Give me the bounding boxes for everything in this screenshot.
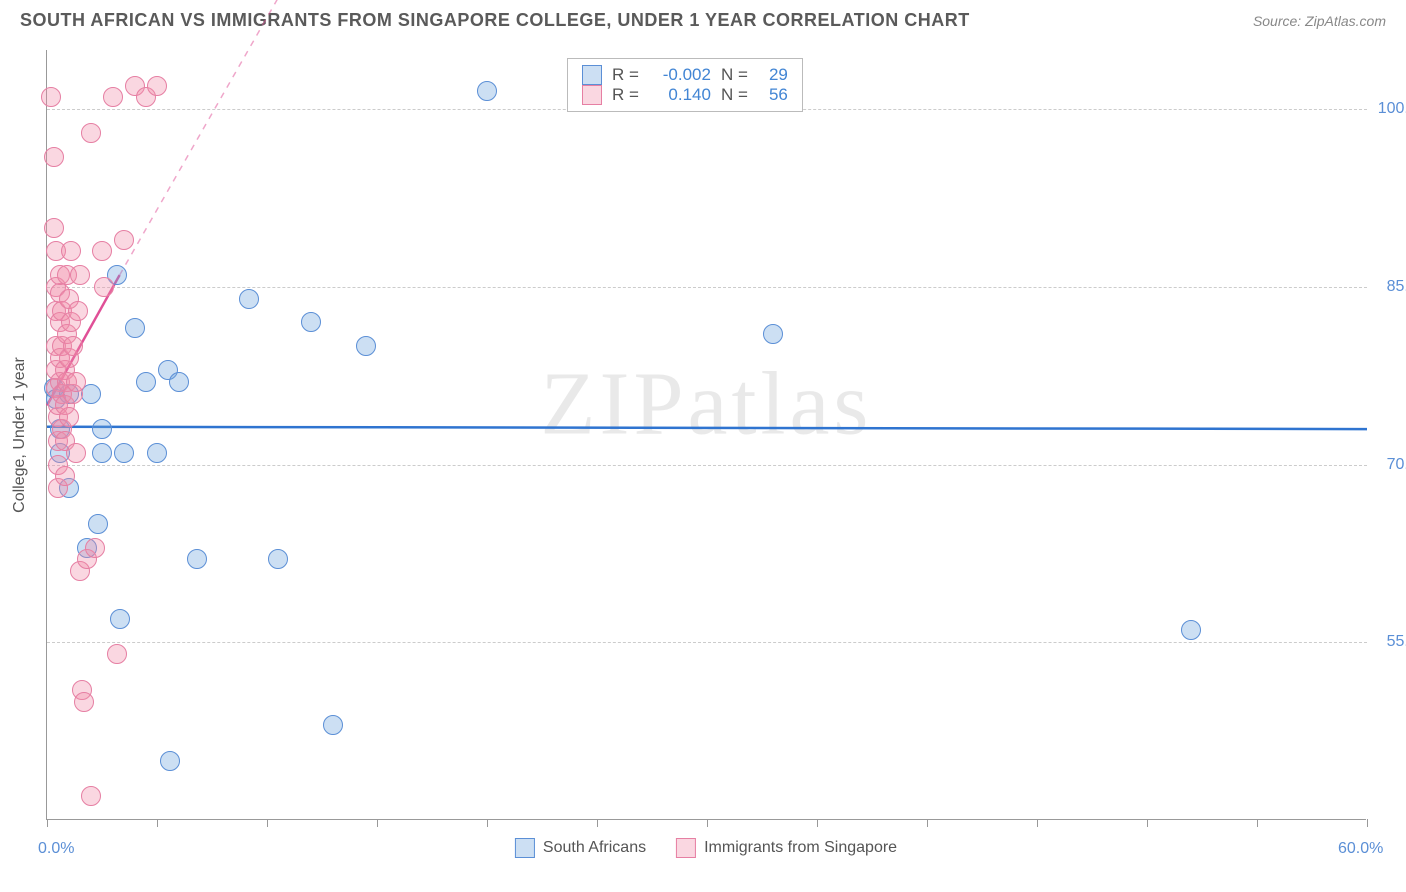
data-point — [125, 318, 145, 338]
data-point — [81, 123, 101, 143]
y-tick-label: 85.0% — [1387, 278, 1406, 296]
x-tick — [377, 819, 378, 827]
data-point — [68, 301, 88, 321]
data-point — [94, 277, 114, 297]
data-point — [268, 549, 288, 569]
chart-title: SOUTH AFRICAN VS IMMIGRANTS FROM SINGAPO… — [20, 10, 970, 31]
data-point — [107, 644, 127, 664]
stats-box: R = -0.002 N = 29 R = 0.140 N = 56 — [567, 58, 803, 112]
legend-item-1: South Africans — [515, 838, 646, 858]
y-tick-label: 100.0% — [1378, 100, 1406, 118]
n-label: N = — [721, 65, 748, 85]
data-point — [88, 514, 108, 534]
data-point — [66, 443, 86, 463]
x-axis-label: 60.0% — [1338, 840, 1383, 858]
data-point — [110, 609, 130, 629]
x-tick — [267, 819, 268, 827]
data-point — [356, 336, 376, 356]
stats-row-1: R = -0.002 N = 29 — [582, 65, 788, 85]
data-point — [81, 786, 101, 806]
x-tick — [47, 819, 48, 827]
x-tick — [1037, 819, 1038, 827]
legend-label-1: South Africans — [543, 839, 646, 857]
data-point — [63, 336, 83, 356]
data-point — [59, 407, 79, 427]
data-point — [92, 241, 112, 261]
data-point — [114, 230, 134, 250]
chart-container: ZIPatlas R = -0.002 N = 29 R = 0.140 N =… — [46, 50, 1366, 820]
y-axis-label: College, Under 1 year — [11, 357, 29, 513]
x-tick — [597, 819, 598, 827]
data-point — [763, 324, 783, 344]
data-point — [160, 751, 180, 771]
source-label: Source: ZipAtlas.com — [1253, 13, 1386, 29]
x-tick — [487, 819, 488, 827]
x-tick — [1257, 819, 1258, 827]
data-point — [301, 312, 321, 332]
data-point — [92, 443, 112, 463]
r-label: R = — [612, 65, 639, 85]
swatch-pink-icon — [582, 85, 602, 105]
data-point — [147, 76, 167, 96]
x-tick — [707, 819, 708, 827]
data-point — [323, 715, 343, 735]
data-point — [92, 419, 112, 439]
x-tick — [927, 819, 928, 827]
data-point — [85, 538, 105, 558]
data-point — [136, 372, 156, 392]
x-tick — [1367, 819, 1368, 827]
data-point — [169, 372, 189, 392]
x-tick — [817, 819, 818, 827]
trend-lines — [47, 50, 1367, 820]
r-label-2: R = — [612, 85, 639, 105]
data-point — [147, 443, 167, 463]
stats-row-2: R = 0.140 N = 56 — [582, 85, 788, 105]
data-point — [239, 289, 259, 309]
legend: South Africans Immigrants from Singapore — [515, 838, 897, 858]
y-tick-label: 70.0% — [1387, 456, 1406, 474]
data-point — [187, 549, 207, 569]
r-value-1: -0.002 — [649, 65, 711, 85]
x-tick — [1147, 819, 1148, 827]
swatch-blue-icon — [515, 838, 535, 858]
data-point — [1181, 620, 1201, 640]
data-point — [103, 87, 123, 107]
data-point — [66, 372, 86, 392]
x-tick — [157, 819, 158, 827]
data-point — [41, 87, 61, 107]
data-point — [44, 218, 64, 238]
data-point — [114, 443, 134, 463]
y-tick-label: 55.0% — [1387, 633, 1406, 651]
data-point — [70, 265, 90, 285]
data-point — [477, 81, 497, 101]
data-point — [74, 692, 94, 712]
x-axis-label: 0.0% — [38, 840, 74, 858]
legend-label-2: Immigrants from Singapore — [704, 839, 897, 857]
data-point — [61, 241, 81, 261]
data-point — [55, 466, 75, 486]
n-value-1: 29 — [758, 65, 788, 85]
data-point — [44, 147, 64, 167]
n-label-2: N = — [721, 85, 748, 105]
plot-area: ZIPatlas R = -0.002 N = 29 R = 0.140 N =… — [46, 50, 1366, 820]
swatch-blue-icon — [582, 65, 602, 85]
swatch-pink-icon — [676, 838, 696, 858]
r-value-2: 0.140 — [649, 85, 711, 105]
n-value-2: 56 — [758, 85, 788, 105]
legend-item-2: Immigrants from Singapore — [676, 838, 897, 858]
